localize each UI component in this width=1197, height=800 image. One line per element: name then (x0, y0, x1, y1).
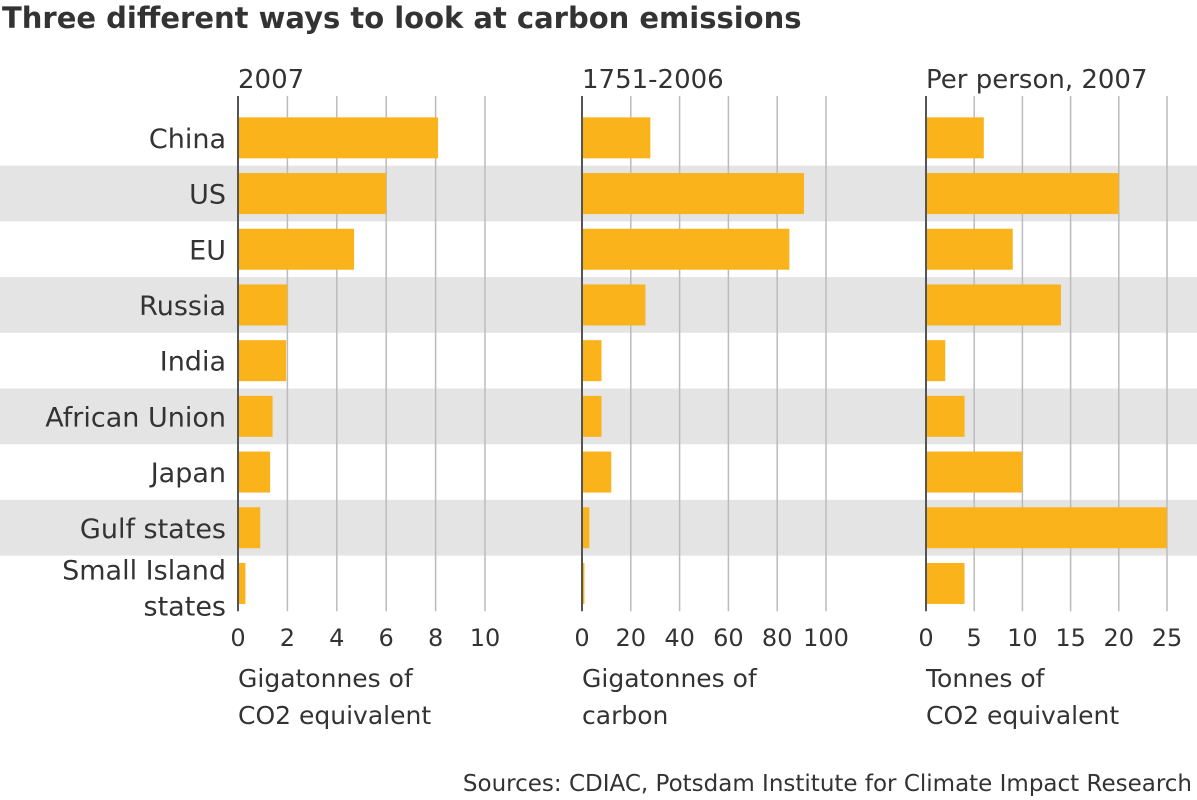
axis-label: Gigatonnes of carbon (582, 664, 758, 730)
tick-label: 2 (280, 624, 295, 652)
bar (926, 173, 1119, 215)
bar (582, 562, 585, 604)
tick-label: 20 (616, 624, 647, 652)
category-label: EU (189, 235, 226, 266)
category-labels: China US EU Russia India African Union Japan Gu… (45, 124, 226, 623)
tick-label: 15 (1055, 624, 1086, 652)
bar (926, 395, 965, 437)
bar (926, 117, 984, 159)
tick-label: 0 (918, 624, 933, 652)
category-label: African Union (45, 402, 226, 433)
bar (926, 562, 965, 604)
bar (582, 117, 651, 159)
bar (926, 340, 946, 382)
tick-label: 0 (574, 624, 589, 652)
axis-label: Tonnes of CO2 equivalent (925, 664, 1119, 730)
tick-label: 8 (428, 624, 443, 652)
tick-label: 60 (713, 624, 744, 652)
tick-label: 20 (1104, 624, 1135, 652)
bar (238, 562, 246, 604)
tick-label: 0 (230, 624, 245, 652)
bar (238, 173, 387, 215)
bar (238, 228, 355, 270)
bar (238, 451, 271, 493)
tick-label: 10 (1007, 624, 1038, 652)
panel-title: 2007 (238, 65, 304, 95)
tick-label: 25 (1152, 624, 1183, 652)
bar (926, 284, 1061, 326)
bar (582, 284, 646, 326)
bar (238, 340, 287, 382)
bar (582, 228, 790, 270)
tick-label: 6 (379, 624, 394, 652)
bar (238, 284, 288, 326)
tick-label: 10 (470, 624, 501, 652)
bar (582, 340, 602, 382)
panel-title: 1751-2006 (582, 65, 724, 95)
panel-title: Per person, 2007 (926, 65, 1148, 95)
axis-label: Gigatonnes of CO2 equivalent (238, 664, 431, 730)
tick-label: 80 (762, 624, 793, 652)
category-label: US (189, 180, 226, 211)
bar (582, 507, 590, 549)
tick-label: 100 (803, 624, 849, 652)
bar (926, 507, 1167, 549)
panel-1: 2007 0 2 4 6 8 10 Gigatonnes of CO2 equivalent (230, 65, 500, 730)
tick-label: 5 (967, 624, 982, 652)
bar (582, 173, 805, 215)
bar (926, 228, 1013, 270)
source-note: Sources: CDIAC, Potsdam Institute for Cl… (463, 771, 1192, 797)
tick-label: 4 (329, 624, 344, 652)
bar (582, 451, 612, 493)
chart-title: Three different ways to look at carbon e… (2, 1, 802, 35)
bar (238, 117, 439, 159)
category-label: Small Island states (62, 555, 226, 622)
category-label: India (160, 347, 226, 378)
bar (926, 451, 1023, 493)
chart-panels: 2007 0 2 4 6 8 10 Gigatonnes of CO2 equivalent 17… (230, 65, 1182, 730)
panel-2: 1751-2006 0 20 40 60 80 100 Gigatonnes of carbon (574, 65, 849, 730)
category-label: Russia (139, 291, 226, 322)
bar (582, 395, 602, 437)
category-label: Gulf states (80, 514, 226, 545)
category-label: China (149, 124, 226, 155)
category-label: Japan (149, 458, 226, 489)
tick-label: 40 (664, 624, 695, 652)
bar (238, 395, 273, 437)
panel-3: Per person, 2007 0 5 10 15 20 25 Tonnes of CO2 e… (918, 65, 1182, 730)
bar (238, 507, 261, 549)
